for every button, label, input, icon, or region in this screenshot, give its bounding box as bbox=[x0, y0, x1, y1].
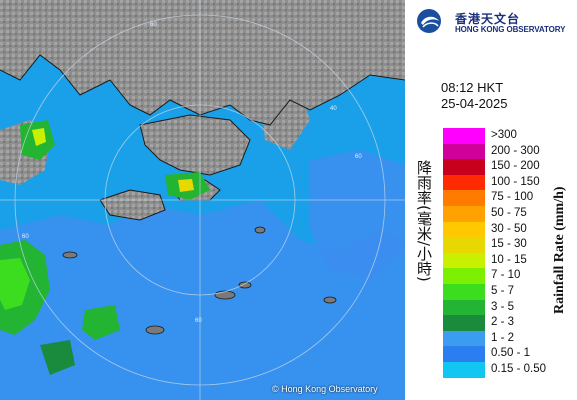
legend-row: >300 bbox=[443, 128, 553, 144]
legend-label: 50 - 75 bbox=[491, 206, 527, 219]
legend-swatch bbox=[443, 283, 485, 300]
island bbox=[145, 325, 165, 335]
range-ring-label: 60 bbox=[22, 234, 29, 240]
island bbox=[323, 296, 337, 304]
legend-row: 3 - 5 bbox=[443, 299, 553, 316]
legend-swatch bbox=[443, 237, 485, 253]
legend-swatch bbox=[443, 174, 485, 191]
legend-row: 15 - 30 bbox=[443, 237, 553, 253]
land-east-peninsula bbox=[260, 90, 310, 150]
org-name-zh: 香港天文台 bbox=[455, 12, 521, 26]
range-ring-label: 60 bbox=[355, 154, 362, 160]
legend-label: 75 - 100 bbox=[491, 191, 534, 204]
legend-label: 5 - 7 bbox=[491, 284, 515, 297]
rain-cell-yellow-center bbox=[178, 179, 194, 192]
org-name-en: HONG KONG OBSERVATORY bbox=[455, 25, 566, 34]
legend-row: 30 - 50 bbox=[443, 221, 553, 238]
legend-label: 100 - 150 bbox=[491, 175, 540, 188]
legend-panel: 香港天文台 HONG KONG OBSERVATORY 08:12 HKT 25… bbox=[405, 0, 577, 400]
island bbox=[62, 251, 78, 259]
legend-row: 0.15 - 0.50 bbox=[443, 361, 553, 378]
range-ring-label: 60 bbox=[150, 22, 157, 28]
island bbox=[254, 226, 266, 234]
legend-label: >300 bbox=[491, 129, 517, 141]
legend-row: 0.50 - 1 bbox=[443, 346, 553, 362]
legend-title-zh: 降雨率(毫米/小時) bbox=[415, 160, 433, 282]
hko-emblem-icon bbox=[417, 9, 441, 33]
land-hk-kowloon bbox=[140, 115, 250, 175]
rain-area-light bbox=[0, 200, 405, 400]
legend-swatch bbox=[443, 315, 485, 331]
legend-label: 7 - 10 bbox=[491, 269, 521, 282]
legend-title-en: Rainfall Rate (mm/h) bbox=[552, 186, 567, 314]
rainfall-legend: >300 200 - 300 150 - 200 100 - 150 75 - 100 5… bbox=[443, 128, 553, 378]
legend-label: 1 - 2 bbox=[491, 331, 515, 344]
legend-swatch bbox=[443, 159, 485, 175]
range-ring-label: 60 bbox=[195, 318, 202, 324]
legend-row: 5 - 7 bbox=[443, 283, 553, 300]
rain-cell-green-west-inner bbox=[0, 258, 30, 310]
legend-label: 0.50 - 1 bbox=[491, 347, 530, 360]
land-mainland-north bbox=[0, 0, 405, 125]
legend-row: 2 - 3 bbox=[443, 315, 553, 331]
rain-area-east bbox=[310, 150, 405, 280]
legend-row: 75 - 100 bbox=[443, 190, 553, 206]
legend-swatch bbox=[443, 221, 485, 238]
legend-swatch bbox=[443, 143, 485, 160]
legend-row: 150 - 200 bbox=[443, 159, 553, 175]
legend-row: 1 - 2 bbox=[443, 330, 553, 347]
coastline-mainland bbox=[0, 54, 405, 126]
radar-map: 60 60 60 60 40 bbox=[0, 0, 405, 400]
legend-label: 150 - 200 bbox=[491, 160, 540, 173]
coastline-hk bbox=[139, 114, 251, 176]
island bbox=[214, 290, 236, 300]
legend-row: 100 - 150 bbox=[443, 174, 553, 191]
legend-label: 10 - 15 bbox=[491, 253, 527, 266]
copyright-credit: © Hong Kong Observatory bbox=[272, 384, 378, 394]
legend-label: 0.15 - 0.50 bbox=[491, 362, 546, 375]
legend-swatch bbox=[443, 252, 485, 269]
legend-swatch bbox=[443, 346, 485, 362]
legend-label: 15 - 30 bbox=[491, 238, 527, 251]
legend-row: 10 - 15 bbox=[443, 252, 553, 269]
island bbox=[238, 281, 252, 289]
legend-swatch bbox=[443, 268, 485, 284]
rain-cell-yellow-nw bbox=[32, 128, 46, 146]
legend-swatch bbox=[443, 190, 485, 206]
observation-time: 08:12 HKT bbox=[441, 80, 504, 95]
legend-label: 3 - 5 bbox=[491, 300, 515, 313]
legend-label: 30 - 50 bbox=[491, 222, 527, 235]
legend-swatch bbox=[443, 205, 485, 222]
legend-label: 200 - 300 bbox=[491, 144, 540, 157]
legend-label: 2 - 3 bbox=[491, 316, 515, 329]
legend-row: 7 - 10 bbox=[443, 268, 553, 284]
legend-swatch bbox=[443, 299, 485, 316]
land-lantau bbox=[100, 190, 165, 220]
range-ring-label: 40 bbox=[330, 106, 337, 112]
coastline-lantau bbox=[99, 189, 166, 221]
observation-date: 25-04-2025 bbox=[441, 96, 508, 111]
legend-swatch bbox=[443, 361, 485, 378]
rain-cell-green-sw bbox=[40, 340, 75, 375]
legend-row: 50 - 75 bbox=[443, 205, 553, 222]
legend-swatch bbox=[443, 330, 485, 347]
legend-swatch bbox=[443, 128, 485, 144]
legend-row: 200 - 300 bbox=[443, 143, 553, 160]
hko-logo[interactable]: 香港天文台 HONG KONG OBSERVATORY bbox=[413, 6, 577, 36]
rain-cell-green-south bbox=[82, 305, 120, 340]
